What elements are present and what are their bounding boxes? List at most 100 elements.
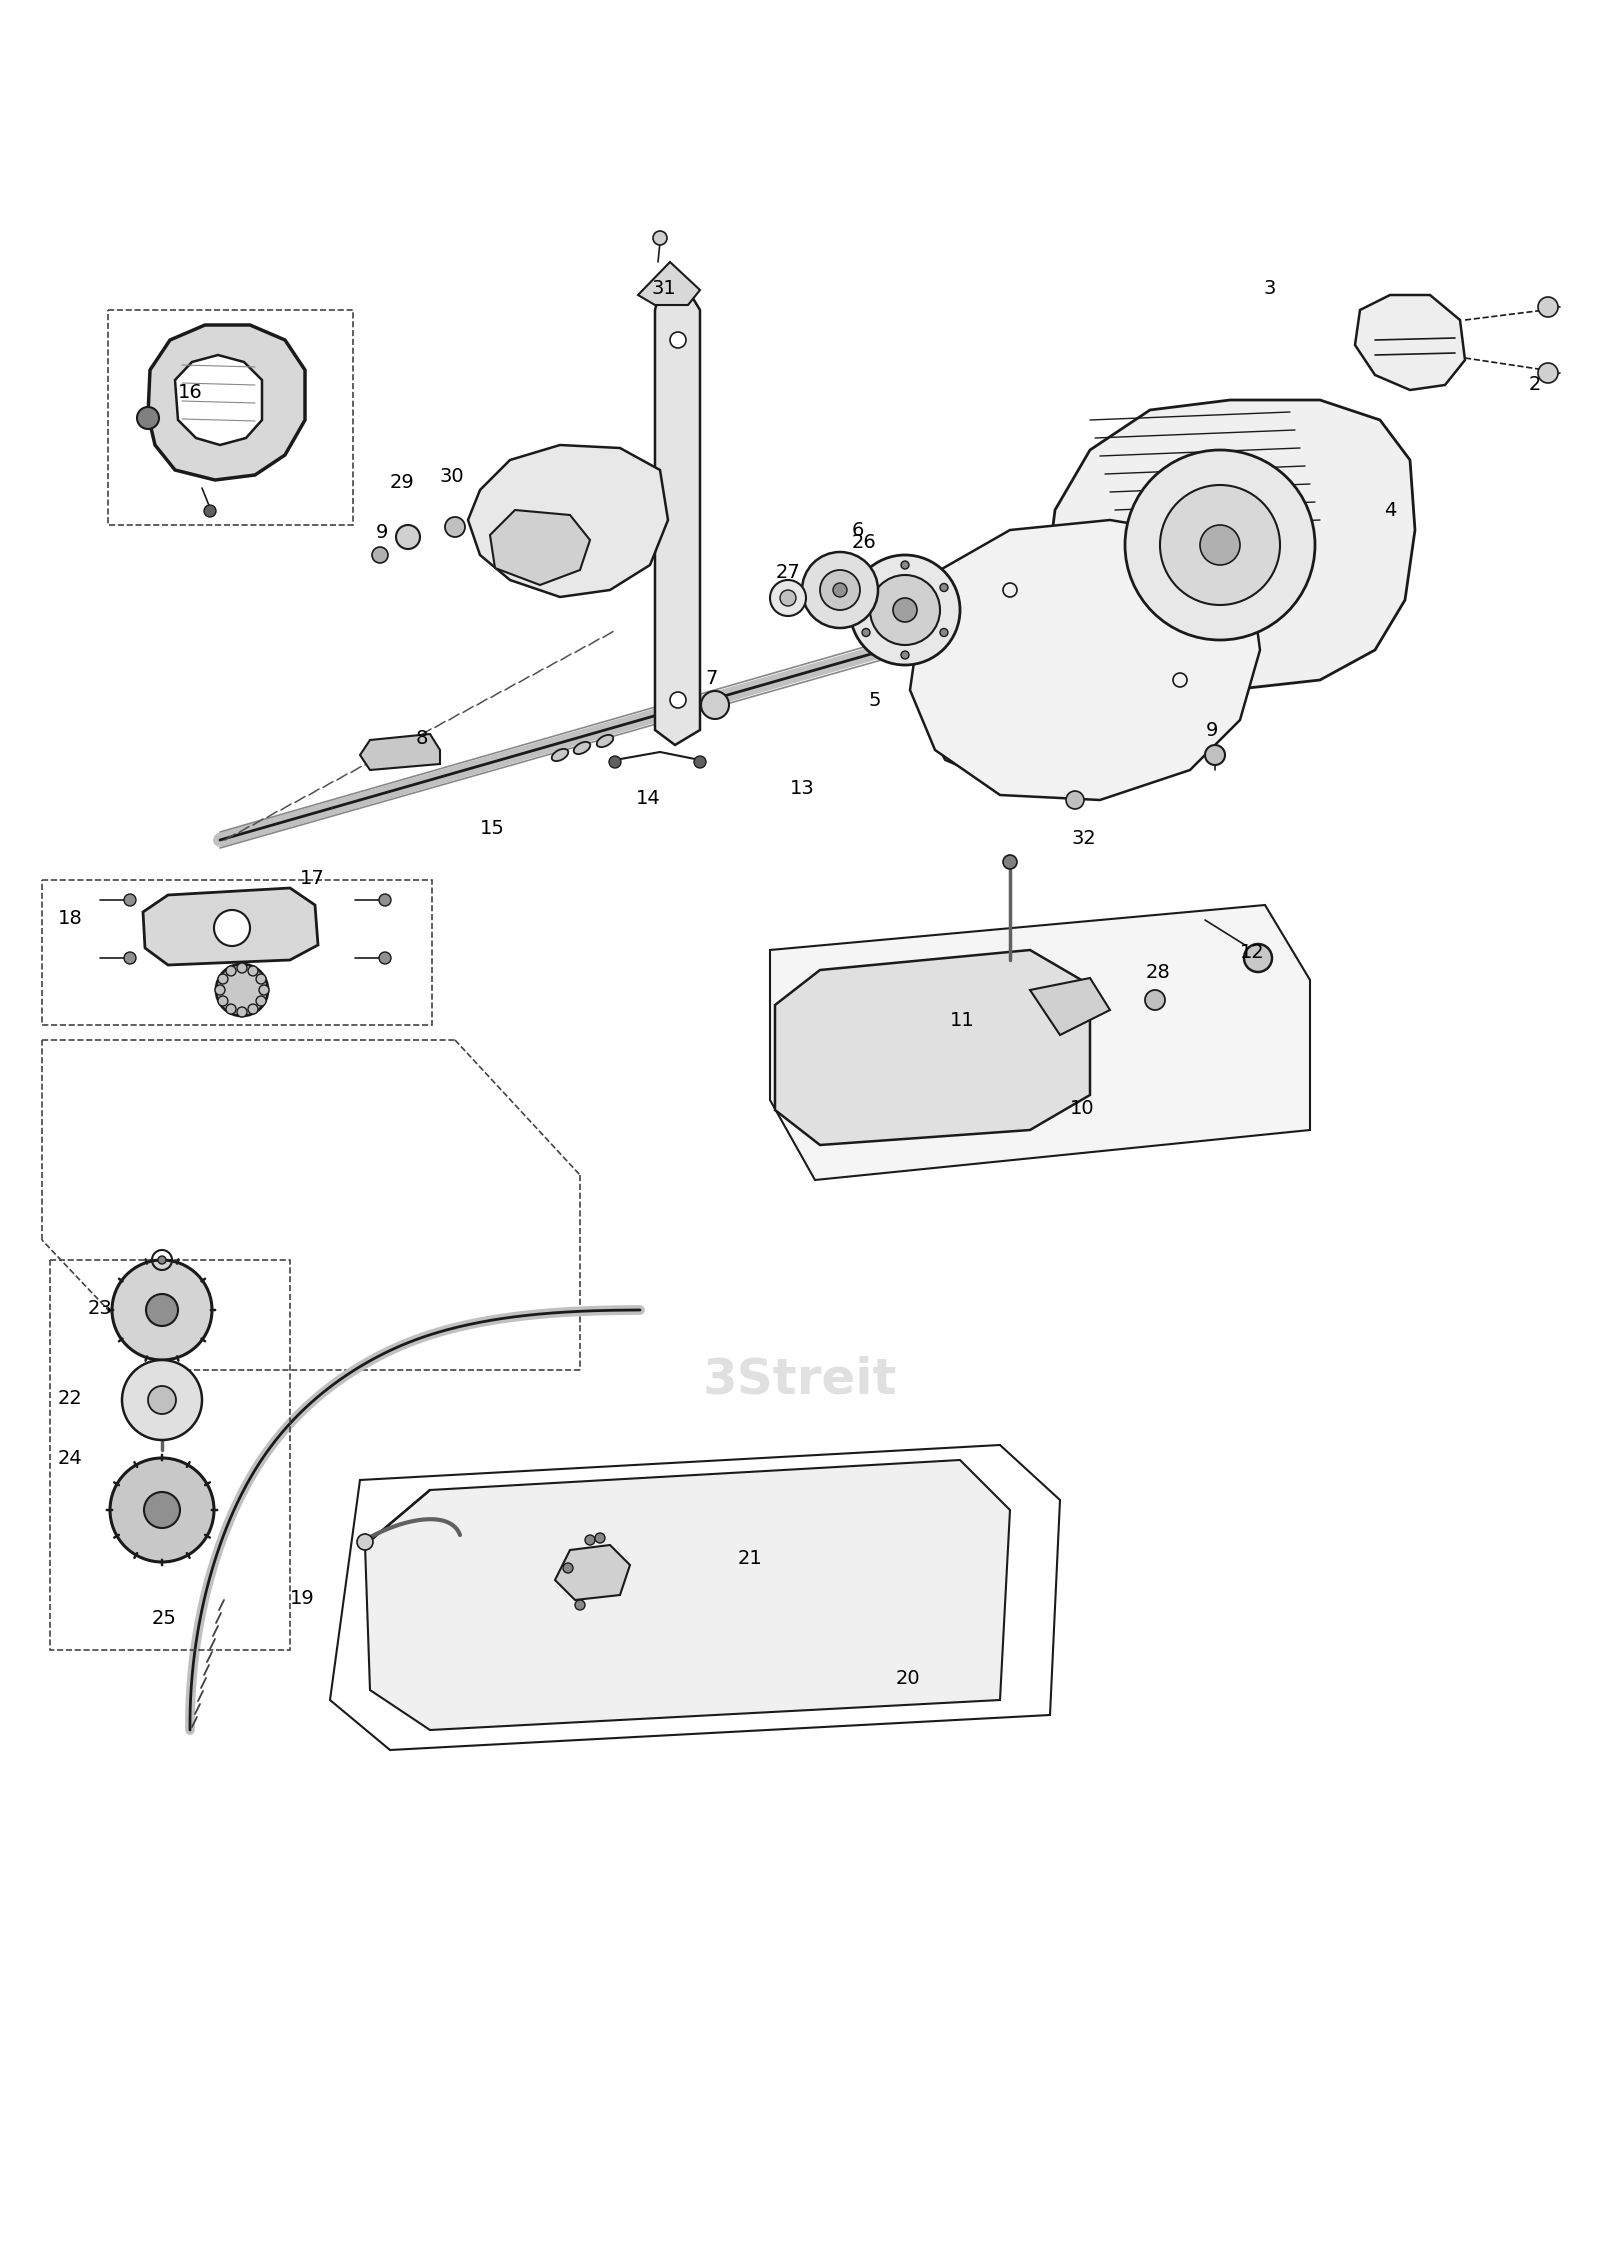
Circle shape (1160, 484, 1280, 604)
Text: 2: 2 (1530, 376, 1541, 394)
Text: 17: 17 (299, 869, 325, 887)
Circle shape (147, 1385, 176, 1414)
Polygon shape (654, 290, 701, 745)
Circle shape (259, 984, 269, 996)
Text: 4: 4 (1384, 500, 1397, 520)
Circle shape (110, 1457, 214, 1561)
Circle shape (256, 996, 266, 1007)
Circle shape (226, 966, 237, 975)
Polygon shape (142, 887, 318, 964)
Circle shape (694, 756, 706, 767)
Text: 7: 7 (706, 668, 718, 688)
Polygon shape (934, 649, 1010, 774)
Polygon shape (467, 446, 669, 597)
Circle shape (379, 953, 390, 964)
Circle shape (122, 1360, 202, 1439)
Text: 24: 24 (58, 1448, 82, 1466)
Circle shape (901, 561, 909, 568)
Text: 14: 14 (635, 788, 661, 808)
Circle shape (939, 584, 947, 591)
Polygon shape (1005, 649, 1120, 769)
Text: 9: 9 (376, 523, 389, 541)
Text: 28: 28 (1146, 962, 1170, 982)
Text: 19: 19 (290, 1589, 314, 1607)
Circle shape (870, 575, 941, 645)
Circle shape (216, 964, 269, 1016)
Circle shape (770, 579, 806, 616)
Circle shape (1125, 450, 1315, 640)
Circle shape (397, 525, 419, 550)
Circle shape (670, 333, 686, 349)
Circle shape (125, 953, 136, 964)
Circle shape (218, 973, 227, 984)
Polygon shape (490, 509, 590, 586)
Circle shape (112, 1260, 211, 1360)
Polygon shape (1355, 294, 1466, 389)
Circle shape (379, 894, 390, 905)
Text: 21: 21 (738, 1548, 762, 1568)
Circle shape (563, 1564, 573, 1573)
Text: 13: 13 (790, 778, 814, 797)
Circle shape (158, 1256, 166, 1265)
Polygon shape (365, 1460, 1010, 1729)
Text: 22: 22 (58, 1389, 82, 1408)
Polygon shape (910, 520, 1261, 801)
Circle shape (595, 1532, 605, 1543)
Circle shape (610, 756, 621, 767)
Circle shape (445, 516, 466, 536)
Text: 10: 10 (1070, 1098, 1094, 1118)
Circle shape (125, 894, 136, 905)
Text: 26: 26 (851, 532, 877, 552)
Circle shape (218, 996, 227, 1007)
Text: 27: 27 (776, 563, 800, 582)
Circle shape (256, 973, 266, 984)
Circle shape (574, 1600, 586, 1609)
Text: 15: 15 (480, 819, 504, 837)
Circle shape (901, 652, 909, 659)
Circle shape (939, 629, 947, 636)
Text: 16: 16 (178, 382, 202, 401)
Circle shape (1066, 792, 1085, 808)
Text: 29: 29 (390, 473, 414, 491)
Circle shape (850, 554, 960, 665)
Bar (109, 310, 354, 525)
Circle shape (819, 570, 861, 611)
Circle shape (357, 1534, 373, 1550)
Bar (42, 880, 432, 1025)
Circle shape (214, 910, 250, 946)
Circle shape (834, 584, 846, 597)
Circle shape (802, 552, 878, 629)
Ellipse shape (597, 735, 613, 747)
Circle shape (1003, 855, 1018, 869)
Polygon shape (147, 326, 306, 480)
Text: 6: 6 (851, 520, 864, 539)
Text: 20: 20 (896, 1668, 920, 1688)
Polygon shape (974, 640, 1090, 765)
Polygon shape (774, 950, 1090, 1145)
Polygon shape (555, 1546, 630, 1600)
Polygon shape (770, 905, 1310, 1179)
Circle shape (1205, 745, 1226, 765)
Polygon shape (1030, 978, 1110, 1034)
Text: 9: 9 (1206, 720, 1218, 740)
Text: 3: 3 (1264, 278, 1277, 296)
Circle shape (653, 231, 667, 244)
Circle shape (781, 591, 797, 606)
Circle shape (1538, 296, 1558, 317)
Circle shape (1200, 525, 1240, 566)
Polygon shape (638, 263, 701, 306)
Text: 23: 23 (88, 1299, 112, 1317)
Circle shape (214, 984, 226, 996)
Ellipse shape (552, 749, 568, 760)
Circle shape (862, 629, 870, 636)
Text: 31: 31 (651, 278, 677, 296)
Circle shape (226, 1005, 237, 1014)
Polygon shape (890, 616, 941, 665)
Text: 25: 25 (152, 1609, 176, 1627)
Ellipse shape (574, 742, 590, 754)
Circle shape (1245, 944, 1272, 973)
Circle shape (237, 964, 246, 973)
Circle shape (248, 1005, 258, 1014)
Text: 8: 8 (416, 729, 429, 747)
Text: 12: 12 (1240, 941, 1264, 962)
